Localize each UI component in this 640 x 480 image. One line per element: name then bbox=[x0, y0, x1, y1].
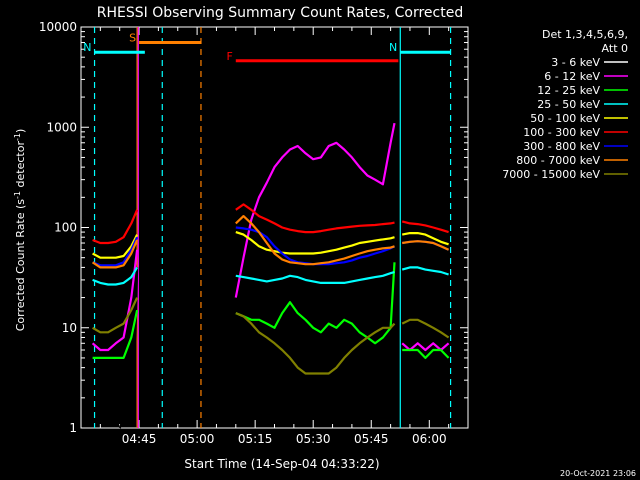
footer-timestamp: 20-Oct-2021 23:06 bbox=[560, 469, 636, 478]
x-tick-label: 04:45 bbox=[122, 432, 157, 446]
y-axis-label-mid: detector bbox=[14, 141, 27, 191]
series-line-6-12-keV bbox=[234, 122, 396, 298]
x-tick-label: 05:15 bbox=[238, 432, 273, 446]
series-line-50-100-keV bbox=[92, 234, 139, 259]
x-tick-label: 05:00 bbox=[180, 432, 215, 446]
legend-header-1: Det 1,3,4,5,6,9, bbox=[542, 28, 628, 41]
legend-entry-label: 25 - 50 keV bbox=[537, 98, 600, 111]
legend-header-2: Att 0 bbox=[602, 42, 628, 55]
x-axis-label: Start Time (14-Sep-04 04:33:22) bbox=[184, 457, 379, 471]
y-tick-label: 100 bbox=[54, 221, 77, 235]
legend-entry-label: 100 - 300 keV bbox=[523, 126, 600, 139]
y-axis-label-end: ) bbox=[14, 129, 27, 133]
series-line-7000-15000-keV bbox=[92, 297, 139, 334]
y-tick-label: 10000 bbox=[39, 20, 77, 34]
series-line-300-800-keV bbox=[92, 236, 139, 267]
series-line-7000-15000-keV bbox=[401, 318, 450, 339]
series-line-12-25-keV bbox=[92, 309, 139, 359]
series-line-800-7000-keV bbox=[402, 240, 450, 251]
series-line-50-100-keV bbox=[401, 232, 449, 246]
series-line-6-12-keV bbox=[91, 249, 139, 352]
y-axis-label-main: Corrected Count Rate (s bbox=[14, 199, 27, 332]
y-axis-label-sup-2: -1 bbox=[13, 133, 22, 141]
legend-entry-label: 300 - 800 keV bbox=[523, 140, 600, 153]
y-axis-label-sup-1: -1 bbox=[13, 191, 22, 199]
y-tick-label: 10 bbox=[62, 321, 77, 335]
series-line-100-300-keV bbox=[401, 220, 449, 234]
series-line-12-25-keV bbox=[235, 262, 396, 345]
x-tick-label: 05:45 bbox=[354, 432, 389, 446]
plot-frame bbox=[80, 26, 469, 429]
legend-entry-label: 12 - 25 keV bbox=[537, 84, 600, 97]
series-line-3-6-keV bbox=[401, 396, 450, 412]
series-line-3-6-keV bbox=[234, 157, 396, 298]
y-tick-label: 1 bbox=[69, 421, 77, 435]
flag-label: F bbox=[226, 50, 232, 63]
series-line-7000-15000-keV bbox=[235, 312, 396, 375]
svg-text:Corrected Count Rate (s-1 dete: Corrected Count Rate (s-1 detector-1) bbox=[13, 129, 28, 332]
series-line-3-6-keV bbox=[118, 267, 139, 429]
flag-label: N bbox=[389, 41, 397, 54]
series-line-25-50-keV bbox=[92, 266, 139, 286]
legend-entry-label: 3 - 6 keV bbox=[551, 56, 600, 69]
y-tick-label: 1000 bbox=[46, 120, 77, 134]
plot-area: 1 10 100 1000 10000 04:45 05:00 05:15 05:30 05:45… bbox=[39, 20, 469, 446]
series-line-25-50-keV bbox=[401, 266, 449, 276]
series-line-800-7000-keV bbox=[235, 215, 395, 266]
legend-entry-label: 800 - 7000 keV bbox=[516, 154, 600, 167]
x-tick-label: 05:30 bbox=[296, 432, 331, 446]
series-line-100-300-keV bbox=[235, 203, 395, 234]
y-axis-label: Corrected Count Rate (s-1 detector-1) bbox=[13, 129, 28, 332]
series-line-12-25-keV bbox=[402, 348, 450, 359]
series-line-100-300-keV bbox=[92, 209, 139, 245]
series-line-800-7000-keV bbox=[91, 239, 139, 269]
x-tick-label: 06:00 bbox=[412, 432, 447, 446]
flag-label: S bbox=[129, 32, 136, 45]
legend-entry-label: 7000 - 15000 keV bbox=[502, 168, 600, 181]
flag-label: N bbox=[83, 41, 91, 54]
chart-title: RHESSI Observing Summary Count Rates, Co… bbox=[97, 5, 463, 21]
series-line-50-100-keV bbox=[235, 231, 395, 255]
series-line-25-50-keV bbox=[235, 270, 395, 284]
legend-entry-label: 6 - 12 keV bbox=[544, 70, 600, 83]
legend-entry-label: 50 - 100 keV bbox=[530, 112, 600, 125]
